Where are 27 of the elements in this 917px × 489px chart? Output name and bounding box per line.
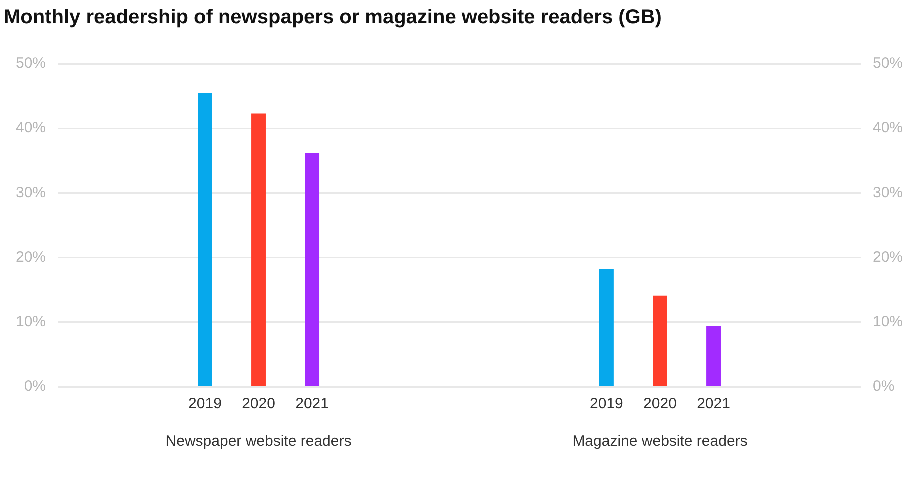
x-tick-label: Magazine website readers: [572, 433, 748, 450]
x-tick-label: Newspaper website readers: [166, 433, 352, 450]
text: 2021: [697, 396, 730, 413]
y-tick-label: 30%: [16, 184, 46, 202]
bar: [305, 153, 320, 386]
bar: [653, 296, 668, 386]
y2-tick-label: 20%: [872, 248, 904, 266]
y-tick-label: 0%: [24, 378, 46, 396]
bar: [599, 269, 614, 386]
y2-tick-label: 40%: [872, 120, 904, 137]
y2-tick-label: 10%: [872, 314, 904, 331]
text: 2019: [590, 396, 624, 413]
bar: [706, 326, 721, 386]
bar: [198, 93, 212, 386]
series-label: 2021: [296, 396, 329, 413]
y-tick-label: 10%: [16, 314, 46, 331]
text: 2020: [242, 396, 276, 413]
series-label: 2019: [188, 396, 222, 413]
y-tick-label: 20%: [16, 248, 46, 266]
y-tick-label: 50%: [16, 55, 46, 72]
bar: [252, 114, 266, 386]
y2-tick-label: 50%: [872, 55, 904, 72]
y2-tick-label: 30%: [872, 184, 904, 202]
y2-tick-label: 0%: [872, 378, 895, 396]
chart-title: Monthly readership of newspapers or magazine website readers (GB): [4, 6, 662, 29]
series-label: 2020: [644, 396, 677, 413]
y-tick-label: 40%: [16, 120, 46, 137]
